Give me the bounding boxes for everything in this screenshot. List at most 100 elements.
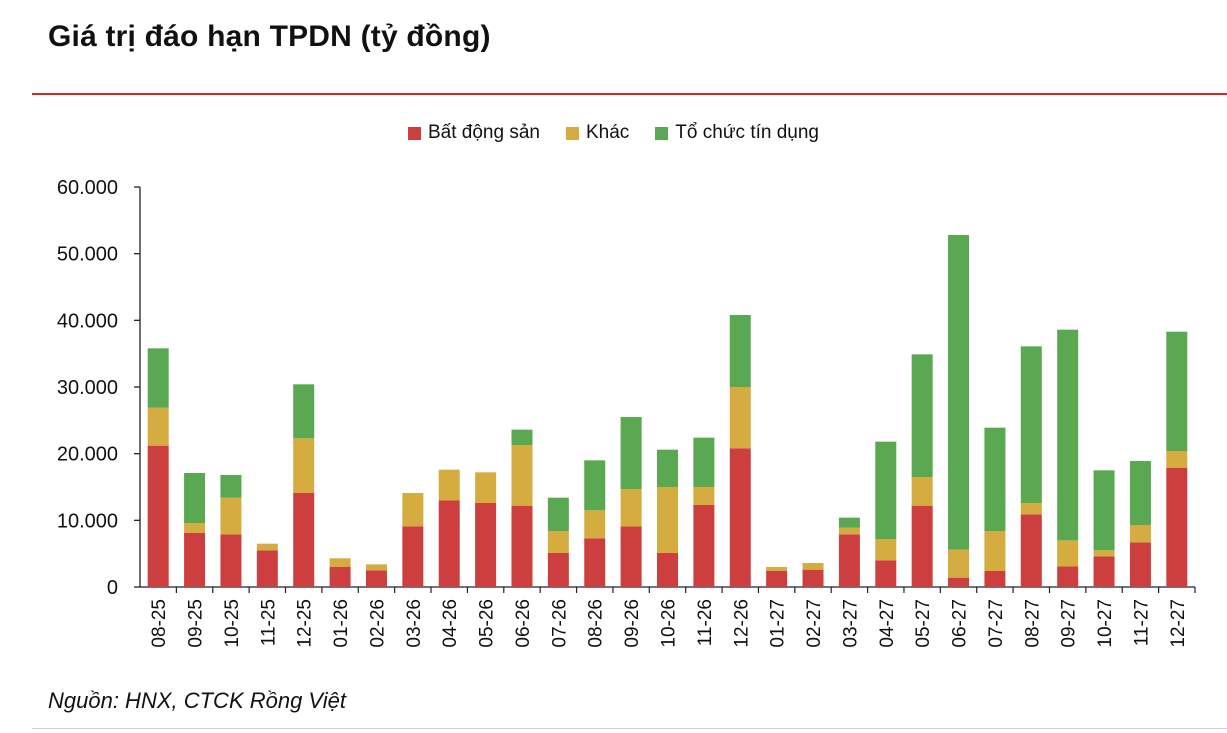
- x-tick-label: 04-26: [440, 599, 461, 648]
- x-tick-label: 09-25: [186, 599, 207, 648]
- x-tick-label: 10-26: [659, 599, 680, 648]
- legend-swatch-to-chuc-tin-dung: [655, 126, 669, 140]
- bar-bat-dong-san-08-25: [147, 445, 169, 587]
- bar-khac-12-25: [293, 438, 315, 493]
- bar-to-chuc-tin-dung-09-25: [184, 473, 206, 523]
- bar-bat-dong-san-08-26: [584, 538, 606, 587]
- y-tick-label: 40.000: [57, 310, 118, 332]
- bar-to-chuc-tin-dung-08-25: [147, 348, 169, 408]
- y-tick-label: 20.000: [57, 444, 118, 466]
- bar-khac-03-26: [402, 493, 424, 527]
- legend-item-to-chuc-tin-dung: Tổ chức tín dụng: [655, 122, 819, 144]
- source-note: Nguồn: HNX, CTCK Rồng Việt: [48, 688, 346, 713]
- bar-bat-dong-san-04-26: [438, 500, 460, 587]
- bottom-divider: [32, 728, 1227, 729]
- x-tick-label: 07-27: [986, 599, 1007, 648]
- bar-to-chuc-tin-dung-09-27: [1057, 329, 1079, 541]
- bar-khac-11-27: [1129, 525, 1151, 543]
- bar-khac-07-27: [984, 531, 1006, 571]
- bar-khac-08-25: [147, 407, 169, 446]
- y-tick-label: 0: [107, 577, 118, 599]
- x-tick-label: 05-27: [913, 599, 934, 648]
- bar-bat-dong-san-12-26: [729, 448, 751, 587]
- bar-khac-05-27: [911, 477, 933, 506]
- x-tick-label: 11-27: [1131, 599, 1152, 646]
- bar-bat-dong-san-12-25: [293, 493, 315, 587]
- x-tick-label: 08-27: [1022, 599, 1043, 648]
- y-tick-label: 50.000: [57, 244, 118, 266]
- bar-to-chuc-tin-dung-12-26: [729, 315, 751, 387]
- bar-khac-01-26: [329, 558, 351, 567]
- bar-khac-10-27: [1093, 550, 1115, 557]
- bar-bat-dong-san-08-27: [1020, 514, 1042, 587]
- bar-khac-08-27: [1020, 503, 1042, 515]
- x-tick-label: 09-27: [1059, 599, 1080, 648]
- bar-bat-dong-san-03-26: [402, 526, 424, 587]
- bar-to-chuc-tin-dung-11-26: [693, 437, 715, 487]
- x-tick-label: 11-25: [258, 599, 279, 646]
- bar-khac-12-26: [729, 387, 751, 449]
- y-tick-label: 60.000: [57, 177, 118, 199]
- bar-bat-dong-san-05-27: [911, 505, 933, 587]
- bar-khac-12-27: [1166, 451, 1188, 468]
- legend-label-bat-dong-san: Bất động sản: [428, 122, 540, 143]
- x-tick-label: 08-25: [149, 599, 170, 648]
- bar-khac-04-26: [438, 469, 460, 501]
- bar-bat-dong-san-07-27: [984, 571, 1006, 587]
- bar-khac-08-26: [584, 510, 606, 539]
- y-tick-label: 10.000: [57, 510, 118, 532]
- bar-bat-dong-san-11-27: [1129, 542, 1151, 587]
- bar-to-chuc-tin-dung-06-27: [948, 235, 970, 550]
- bar-to-chuc-tin-dung-10-26: [657, 449, 678, 487]
- x-tick-label: 06-26: [513, 599, 534, 648]
- bar-bat-dong-san-09-27: [1057, 566, 1079, 587]
- bar-bat-dong-san-04-27: [875, 560, 897, 587]
- chart-title: Giá trị đáo hạn TPDN (tỷ đồng): [48, 20, 491, 53]
- bar-to-chuc-tin-dung-04-27: [875, 441, 897, 539]
- bar-bat-dong-san-01-27: [766, 571, 788, 587]
- bar-khac-02-26: [365, 564, 387, 571]
- bar-khac-05-26: [475, 472, 497, 503]
- bar-to-chuc-tin-dung-08-27: [1020, 346, 1042, 503]
- bar-bat-dong-san-10-25: [220, 534, 242, 587]
- bar-to-chuc-tin-dung-11-27: [1129, 461, 1151, 525]
- bar-to-chuc-tin-dung-05-27: [911, 354, 933, 477]
- x-tick-label: 01-26: [331, 599, 352, 648]
- x-tick-label: 10-27: [1095, 599, 1116, 648]
- bar-to-chuc-tin-dung-12-25: [293, 384, 315, 439]
- x-tick-label: 04-27: [877, 599, 898, 648]
- bar-khac-09-27: [1057, 540, 1079, 567]
- bar-khac-06-26: [511, 445, 533, 506]
- x-tick-label: 02-27: [804, 599, 825, 648]
- legend-item-bat-dong-san: Bất động sản: [408, 122, 540, 144]
- x-tick-label: 12-25: [295, 599, 316, 648]
- y-tick-label: 30.000: [57, 377, 118, 399]
- x-tick-label: 12-26: [731, 599, 752, 648]
- x-tick-label: 02-26: [367, 599, 388, 648]
- bar-bat-dong-san-12-27: [1166, 467, 1188, 587]
- legend-label-to-chuc-tin-dung: Tổ chức tín dụng: [675, 122, 819, 143]
- bar-bat-dong-san-05-26: [475, 503, 497, 587]
- bar-to-chuc-tin-dung-07-27: [984, 427, 1006, 531]
- bar-bat-dong-san-09-25: [184, 533, 206, 587]
- bar-khac-10-26: [657, 487, 678, 553]
- bar-to-chuc-tin-dung-10-27: [1093, 470, 1115, 551]
- x-tick-label: 01-27: [768, 599, 789, 648]
- bar-bat-dong-san-10-26: [657, 553, 678, 587]
- x-tick-label: 08-26: [586, 599, 607, 648]
- x-tick-label: 03-26: [404, 599, 425, 648]
- bar-to-chuc-tin-dung-08-26: [584, 460, 606, 511]
- x-tick-label: 05-26: [477, 599, 498, 648]
- bar-khac-11-26: [693, 487, 715, 505]
- title-divider: [32, 93, 1227, 95]
- bar-khac-09-25: [184, 523, 206, 533]
- legend-swatch-bat-dong-san: [408, 126, 421, 140]
- bar-khac-11-25: [256, 543, 278, 551]
- x-tick-label: 03-27: [840, 599, 861, 648]
- bar-khac-04-27: [875, 539, 897, 561]
- bar-khac-02-27: [802, 563, 824, 570]
- bar-khac-10-25: [220, 497, 242, 535]
- bar-khac-06-27: [948, 549, 970, 578]
- chart-legend: Bất động sản Khác Tổ chức tín dụng: [0, 122, 1227, 144]
